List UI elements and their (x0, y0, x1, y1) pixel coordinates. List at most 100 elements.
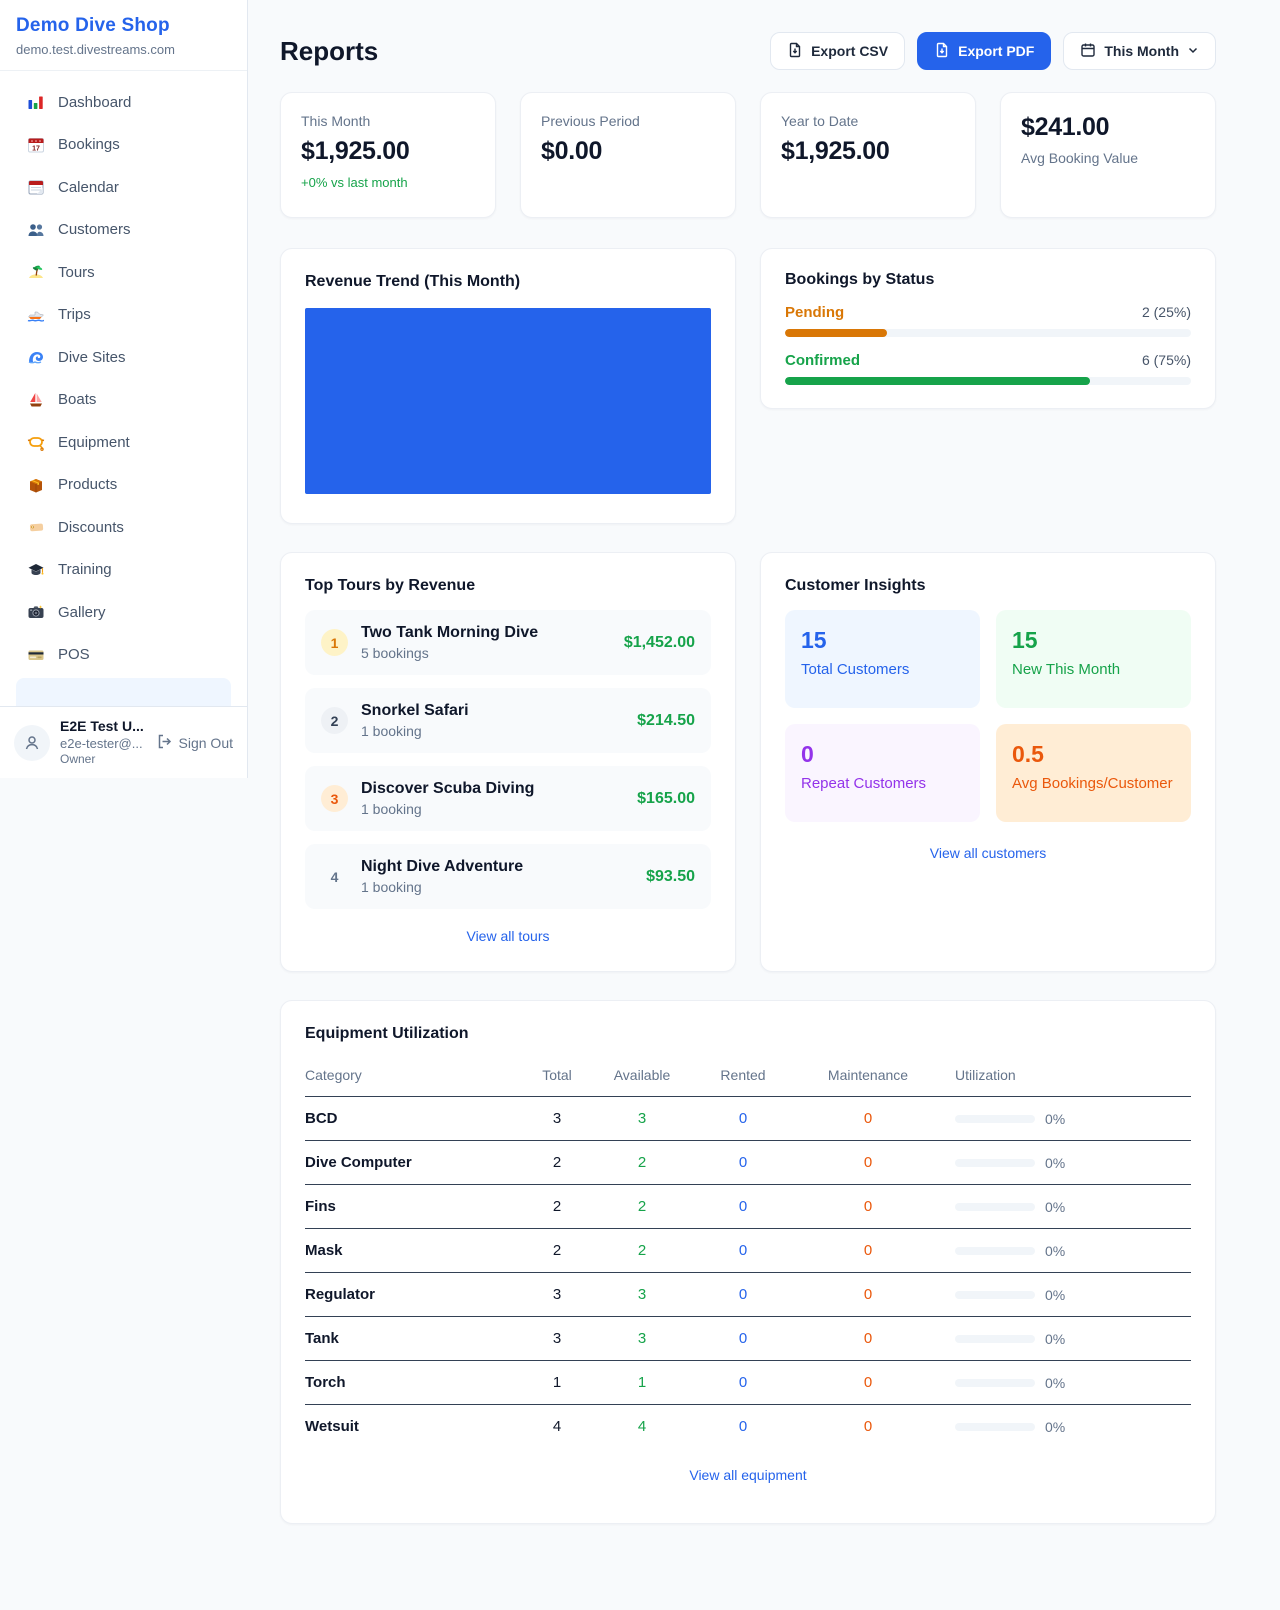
tour-revenue: $165.00 (637, 789, 695, 807)
utilization-cell: 0% (941, 1243, 1191, 1259)
sidebar-item-label: Equipment (58, 433, 130, 451)
utilization-bar (955, 1114, 1035, 1123)
cell-rented: 0 (738, 1418, 748, 1435)
status-label: Pending (785, 304, 845, 321)
top-tours-card: Top Tours by Revenue 1 Two Tank Morning … (280, 552, 736, 972)
export-pdf-button[interactable]: Export PDF (917, 32, 1052, 70)
status-bar-fill (785, 329, 887, 337)
sidebar-item-pos[interactable]: POS (16, 634, 231, 677)
stat-delta: +0% vs last month (301, 175, 408, 190)
sidebar-item-label: Bookings (58, 136, 120, 154)
column-header-category: Category (305, 1057, 521, 1097)
insight-label: Total Customers (801, 661, 910, 678)
insight-label: Repeat Customers (801, 775, 927, 792)
calendar-outline-icon (1080, 42, 1096, 61)
insight-tile-avg-bookings: 0.5 Avg Bookings/Customer (996, 724, 1191, 822)
sidebar-item-customers[interactable]: Customers (16, 209, 231, 252)
sign-out-label: Sign Out (178, 734, 233, 751)
charts-row: Revenue Trend (This Month) Bookings by S… (280, 248, 1216, 524)
cell-rented: 0 (691, 1360, 795, 1405)
insight-tile-repeat-customers: 0 Repeat Customers (785, 724, 980, 822)
period-dropdown[interactable]: This Month (1063, 32, 1216, 70)
sidebar-item-products[interactable]: Products (16, 464, 231, 507)
cell-rented: 0 (691, 1140, 795, 1185)
sidebar: Demo Dive Shop demo.test.divestreams.com… (0, 0, 248, 778)
cell-maintenance: 0 (795, 1184, 941, 1229)
cell-available: 3 (593, 1272, 691, 1317)
cell-available: 1 (593, 1360, 691, 1405)
tour-list: 1 Two Tank Morning Dive 5 bookings $1,45… (305, 610, 711, 909)
tour-list-item: 4 Night Dive Adventure 1 booking $93.50 (305, 844, 711, 909)
user-panel: E2E Test U... e2e-tester@... Owner Sign … (0, 706, 247, 778)
pos-credit-card-icon (26, 645, 45, 664)
utilization-cell: 0% (941, 1331, 1191, 1347)
cell-maintenance: 0 (795, 1360, 941, 1405)
sidebar-item-label: Products (58, 476, 118, 494)
customers-icon (26, 220, 45, 239)
sidebar-item-trips[interactable]: Trips (16, 294, 231, 337)
cell-total: 3 (521, 1096, 593, 1141)
cell-rented: 0 (691, 1272, 795, 1317)
view-all-customers-link[interactable]: View all customers (929, 845, 1047, 861)
sidebar-item-dashboard[interactable]: Dashboard (16, 81, 231, 124)
cell-available: 2 (593, 1228, 691, 1273)
sidebar-item-gallery[interactable]: Gallery (16, 591, 231, 634)
rank-badge: 3 (321, 785, 348, 812)
user-role: Owner (60, 751, 96, 766)
stat-value: $1,925.00 (781, 137, 890, 165)
revenue-trend-card: Revenue Trend (This Month) (280, 248, 736, 524)
trips-speedboat-icon (26, 305, 45, 324)
bookings-by-status-title: Bookings by Status (785, 271, 935, 288)
equipment-utilization-title: Equipment Utilization (305, 1025, 469, 1042)
sidebar-item-discounts[interactable]: Discounts (16, 506, 231, 549)
cell-category: Tank (305, 1316, 521, 1361)
sidebar-item-tours[interactable]: Tours (16, 251, 231, 294)
cell-category: Dive Computer (305, 1140, 521, 1185)
equipment-dive-mask-icon (26, 433, 45, 452)
tour-bookings: 1 booking (361, 723, 422, 739)
stats-grid: This Month $1,925.00 +0% vs last month P… (280, 92, 1216, 218)
stat-value: $241.00 (1021, 113, 1110, 141)
sidebar-nav: Dashboard 17 Bookings Calendar Customers… (0, 71, 247, 778)
stat-label: This Month (301, 113, 371, 129)
sidebar-header: Demo Dive Shop demo.test.divestreams.com (0, 0, 247, 71)
sign-out-button[interactable]: Sign Out (156, 733, 233, 753)
tour-bookings: 5 bookings (361, 645, 429, 661)
file-download-icon (934, 42, 950, 61)
insight-label: New This Month (1012, 661, 1121, 678)
cell-category: BCD (305, 1096, 521, 1141)
sidebar-item-label: Calendar (58, 178, 119, 196)
export-csv-button[interactable]: Export CSV (770, 32, 906, 70)
page-title: Reports (280, 35, 379, 66)
dive-sites-wave-icon (26, 348, 45, 367)
tour-revenue: $1,452.00 (623, 633, 695, 651)
utilization-percent: 0% (1045, 1242, 1066, 1259)
sidebar-item-boats[interactable]: Boats (16, 379, 231, 422)
cell-category: Regulator (305, 1272, 521, 1317)
view-all-equipment-link[interactable]: View all equipment (689, 1467, 807, 1483)
file-download-icon (787, 42, 803, 61)
cell-total: 2 (521, 1228, 593, 1273)
utilization-cell: 0% (941, 1419, 1191, 1435)
stat-card-avg-booking-value: $241.00 Avg Booking Value (1000, 92, 1216, 218)
tours-island-icon (26, 263, 45, 282)
view-all-tours-link[interactable]: View all tours (466, 928, 550, 944)
sidebar-item-calendar[interactable]: Calendar (16, 166, 231, 209)
status-row-confirmed: Confirmed 6 (75%) (785, 352, 1191, 385)
utilization-cell: 0% (941, 1111, 1191, 1127)
sidebar-item-label: Training (58, 561, 112, 579)
sidebar-item-training[interactable]: Training (16, 549, 231, 592)
sidebar-item-equipment[interactable]: Equipment (16, 421, 231, 464)
tour-bookings: 1 booking (361, 879, 422, 895)
sidebar-item-bookings[interactable]: 17 Bookings (16, 124, 231, 167)
discounts-tag-icon (26, 518, 45, 537)
utilization-bar (955, 1246, 1035, 1255)
table-row: Fins 2 2 0 0 0% (305, 1184, 1191, 1229)
customer-insights-card: Customer Insights 15 Total Customers 15 … (760, 552, 1216, 972)
tour-list-item: 1 Two Tank Morning Dive 5 bookings $1,45… (305, 610, 711, 675)
insight-value: 0 (801, 741, 814, 767)
rank-badge: 1 (321, 629, 348, 656)
utilization-percent: 0% (1045, 1154, 1066, 1171)
sidebar-item-dive-sites[interactable]: Dive Sites (16, 336, 231, 379)
sign-out-icon (156, 733, 173, 753)
